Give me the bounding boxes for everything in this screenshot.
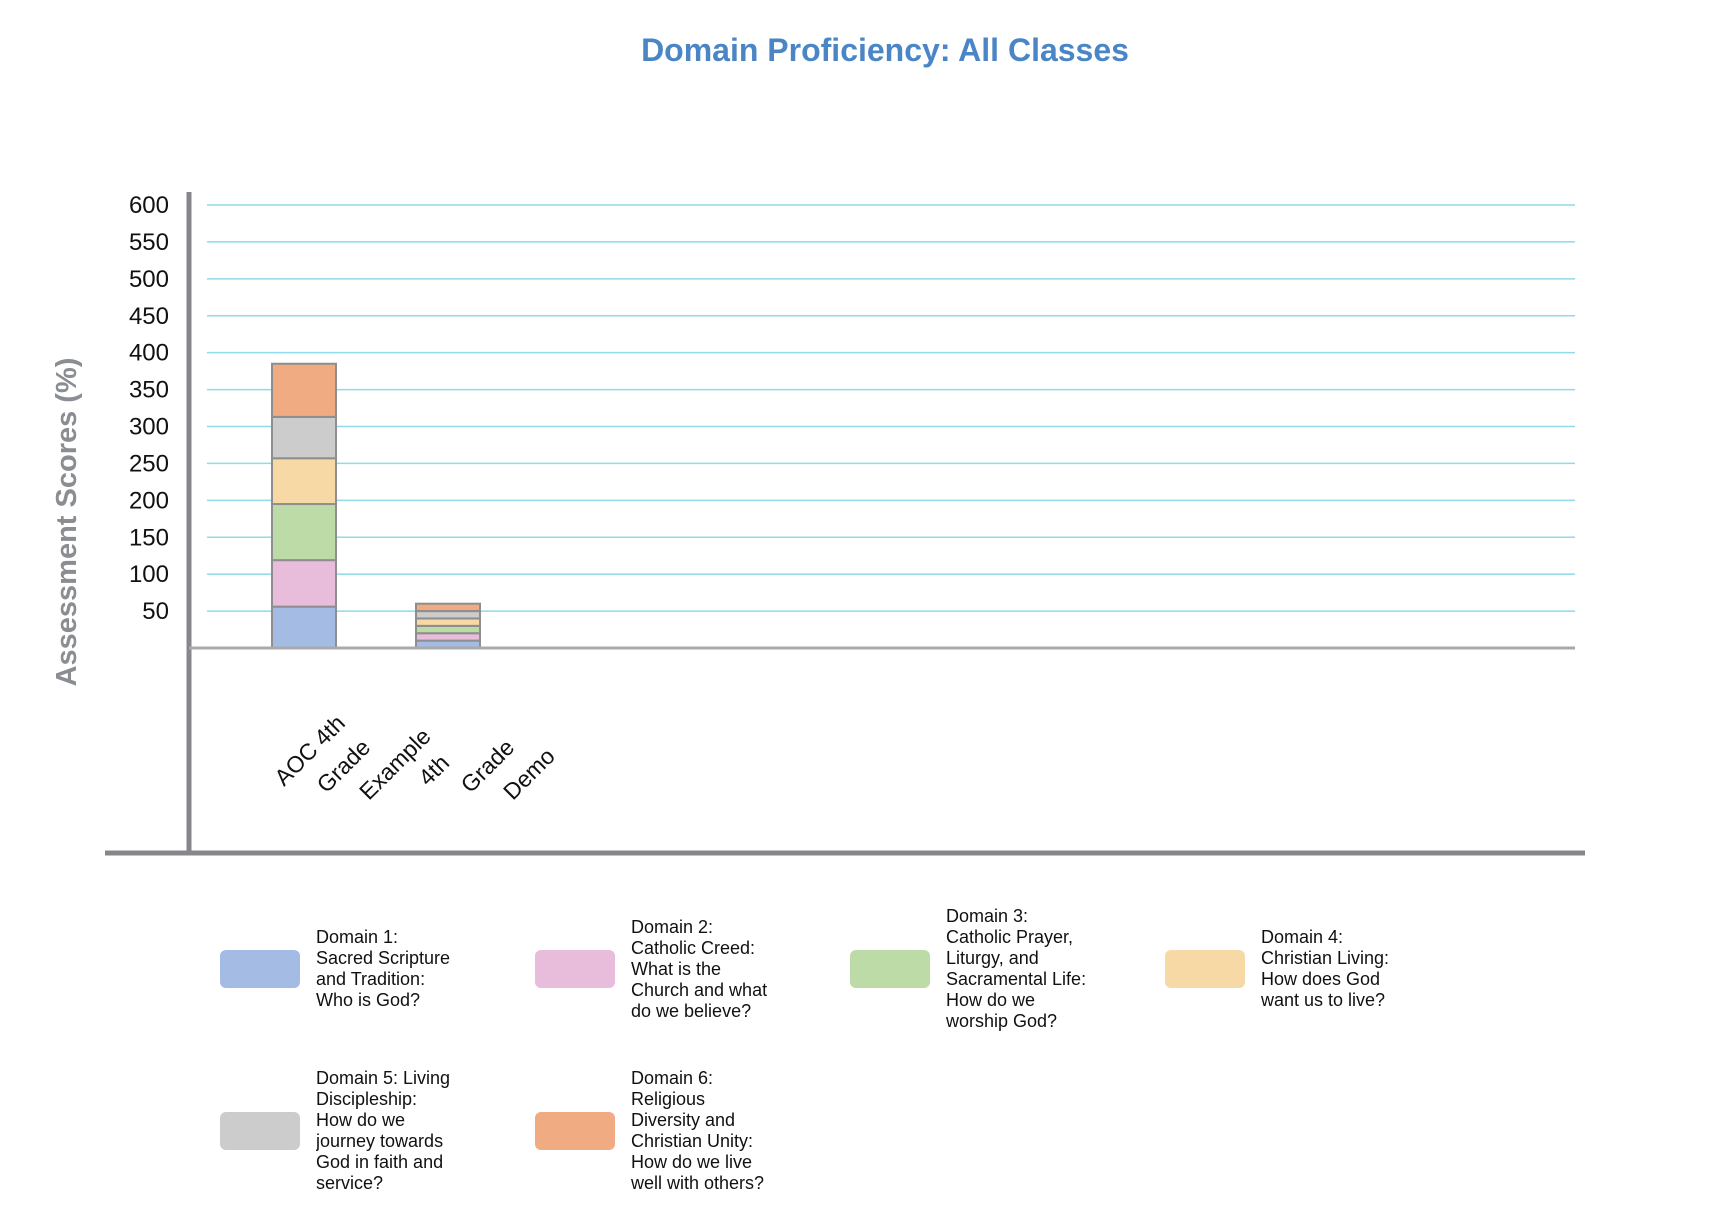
legend: Domain 1: Sacred Scripture and Tradition… xyxy=(220,888,1500,1212)
legend-item: Domain 6: Religious Diversity and Christ… xyxy=(535,1050,850,1212)
y-tick-label: 150 xyxy=(129,524,169,551)
x-tick-label: AOC 4thGradeExample xyxy=(269,674,436,841)
bar-segment xyxy=(415,602,481,613)
y-tick-label: 550 xyxy=(129,229,169,256)
legend-item: Domain 2: Catholic Creed: What is the Ch… xyxy=(535,888,850,1050)
bar-segment xyxy=(415,632,481,642)
bar-segment xyxy=(271,415,337,460)
legend-item: Domain 3: Catholic Prayer, Liturgy, and … xyxy=(850,888,1165,1050)
legend-swatch xyxy=(220,1112,300,1150)
y-tick-label: 250 xyxy=(129,450,169,477)
bars xyxy=(271,362,481,649)
y-axis-label: Assessment Scores (%) xyxy=(51,358,83,687)
bar-segment xyxy=(415,617,481,627)
legend-swatch xyxy=(1165,950,1245,988)
legend-label: Domain 5: Living Discipleship: How do we… xyxy=(316,1068,451,1193)
y-tick-label: 100 xyxy=(129,561,169,588)
legend-swatch xyxy=(535,1112,615,1150)
gridlines xyxy=(207,204,1575,612)
y-tick-label: 300 xyxy=(129,414,169,441)
y-tick-label: 350 xyxy=(129,377,169,404)
legend-label: Domain 2: Catholic Creed: What is the Ch… xyxy=(631,916,768,1021)
bar-segment xyxy=(271,605,337,649)
bar-segment xyxy=(271,559,337,608)
chart-title: Domain Proficiency: All Classes xyxy=(641,32,1129,68)
x-tick-label: 4thGradeDemo xyxy=(413,693,560,840)
y-tick-label: 200 xyxy=(129,487,169,514)
bar-segment xyxy=(415,610,481,620)
legend-item: Domain 5: Living Discipleship: How do we… xyxy=(220,1050,535,1212)
y-axis-ticks: 50 100 150 200 250 300 350 400 450 500 550 600 xyxy=(129,192,169,625)
legend-swatch xyxy=(220,950,300,988)
y-tick-label: 400 xyxy=(129,340,169,367)
bar-segment xyxy=(271,457,337,506)
y-tick-label: 450 xyxy=(129,303,169,330)
y-tick-label: 50 xyxy=(142,598,169,625)
bar-segment xyxy=(271,362,337,418)
legend-swatch xyxy=(850,950,930,988)
legend-label: Domain 3: Catholic Prayer, Liturgy, and … xyxy=(946,906,1087,1031)
legend-label: Domain 6: Religious Diversity and Christ… xyxy=(631,1068,765,1193)
y-tick-label: 500 xyxy=(129,266,169,293)
bar-segment xyxy=(271,503,337,562)
legend-item: Domain 1: Sacred Scripture and Tradition… xyxy=(220,888,535,1050)
y-tick-label: 600 xyxy=(129,192,169,219)
legend-item: Domain 4: Christian Living: How does God… xyxy=(1165,888,1480,1050)
legend-label: Domain 1: Sacred Scripture and Tradition… xyxy=(316,927,451,1010)
legend-label: Domain 4: Christian Living: How does God… xyxy=(1261,927,1390,1010)
bar-segment xyxy=(415,624,481,635)
legend-swatch xyxy=(535,950,615,988)
